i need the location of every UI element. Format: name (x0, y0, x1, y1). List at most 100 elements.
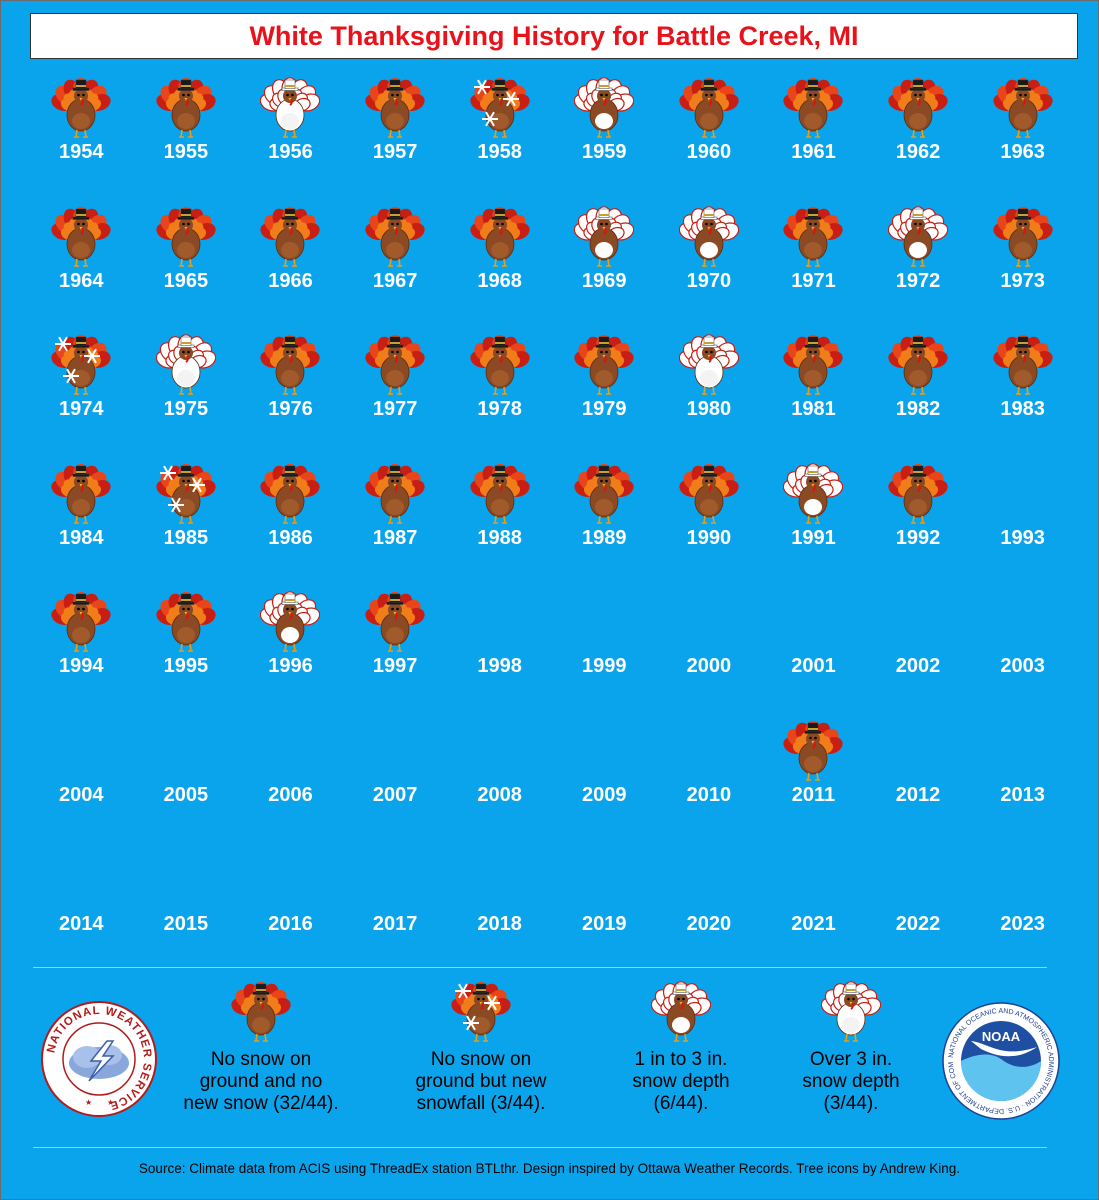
year-label: 2014 (59, 912, 104, 935)
turkey-icon (470, 461, 530, 527)
legend-text: 1 in to 3 in. snow depth (6/44). (632, 1049, 730, 1114)
year-label: 1975 (163, 398, 209, 421)
year-label: 2022 (895, 912, 941, 935)
year-label: 2008 (477, 783, 522, 806)
legend-text: Over 3 in. snow depth (3/44). (802, 1049, 900, 1114)
turkey-icon (365, 332, 425, 398)
year-cell: 1978 (447, 328, 552, 457)
year-cell: 1964 (29, 200, 134, 329)
turkey-icon (51, 461, 111, 527)
turkey-icon (260, 461, 321, 527)
year-cell: 2006 (238, 714, 343, 843)
page-title: White Thanksgiving History for Battle Cr… (30, 13, 1078, 59)
turkey-icon (51, 589, 111, 655)
turkey-icon (51, 204, 111, 270)
year-cell: 2008 (447, 714, 552, 843)
year-label: 1966 (268, 269, 313, 292)
year-grid: 1954 1955 1956 1957 1958 1959 1960 1961 1962 1963… (29, 71, 1075, 971)
turkey-icon (470, 332, 530, 398)
year-label: 1954 (59, 141, 104, 163)
year-label: 1996 (268, 655, 313, 678)
year-label: 1960 (686, 141, 732, 163)
year-label: 1974 (59, 398, 104, 421)
year-cell: 1979 (552, 328, 657, 457)
year-cell: 1980 (657, 328, 762, 457)
year-cell: 1966 (238, 200, 343, 329)
year-label: 2010 (686, 783, 732, 806)
year-label: 1980 (686, 398, 732, 421)
year-label: 2007 (372, 783, 418, 806)
year-cell: 1989 (552, 457, 657, 586)
year-label: 1955 (163, 141, 209, 163)
source-note: Source: Climate data from ACIS using Thr… (138, 1161, 961, 1176)
year-cell: 2004 (29, 714, 134, 843)
year-label: 1962 (895, 141, 941, 163)
turkey-icon (156, 204, 216, 270)
turkey-snowfall-icon (51, 332, 111, 398)
legend-text: No snow on ground but new snowfall (3/44… (415, 1049, 547, 1114)
turkey-light-snow-icon (783, 461, 844, 527)
turkey-snowfall-icon (470, 75, 530, 141)
turkey-icon (783, 75, 844, 141)
turkey-icon (365, 75, 425, 141)
turkey-icon (679, 75, 739, 141)
year-label: 2000 (686, 655, 732, 678)
year-label: 2016 (268, 912, 313, 935)
year-cell: 1967 (343, 200, 448, 329)
year-label: 2021 (791, 912, 836, 935)
turkey-icon (993, 75, 1053, 141)
turkey-light-snow-icon (574, 204, 635, 270)
year-label: 2012 (895, 783, 941, 806)
turkey-icon (888, 332, 948, 398)
turkey-icon (156, 75, 216, 141)
year-label: 1997 (372, 655, 418, 678)
year-cell: 2023 (970, 843, 1075, 972)
year-cell: 1983 (970, 328, 1075, 457)
turkey-icon (231, 979, 291, 1045)
turkey-icon (365, 461, 425, 527)
nws-logo-icon: NATIONAL WEATHER SERVICE ★ ★ (41, 1001, 157, 1117)
svg-text:★: ★ (107, 1098, 114, 1107)
year-cell: 1994 (29, 585, 134, 714)
year-label: 1967 (372, 269, 418, 292)
legend-item: No snow on ground and no new snow (32/44… (151, 979, 371, 1129)
year-label: 1956 (268, 141, 313, 163)
turkey-icon (365, 204, 425, 270)
year-cell: 1972 (866, 200, 971, 329)
year-cell: 2002 (866, 585, 971, 714)
year-cell: 1992 (866, 457, 971, 586)
year-label: 1988 (477, 526, 522, 549)
year-label: 1990 (686, 526, 732, 549)
year-label: 2004 (59, 783, 104, 806)
year-cell: 2012 (866, 714, 971, 843)
turkey-icon (260, 332, 321, 398)
svg-text:★: ★ (85, 1098, 92, 1107)
year-cell: 1997 (343, 585, 448, 714)
year-label: 1968 (477, 269, 522, 292)
year-label: 1983 (1000, 398, 1045, 421)
turkey-deep-snow-icon (155, 332, 217, 398)
turkey-icon (365, 589, 425, 655)
year-cell: 1987 (343, 457, 448, 586)
year-cell: 2007 (343, 714, 448, 843)
year-label: 2023 (1000, 912, 1045, 935)
turkey-snowfall-icon (156, 461, 216, 527)
year-label: 2017 (372, 912, 418, 935)
turkey-deep-snow-icon (678, 332, 740, 398)
year-cell: 1962 (866, 71, 971, 200)
year-cell: 1955 (134, 71, 239, 200)
year-label: 2013 (1000, 783, 1045, 806)
legend-item: 1 in to 3 in. snow depth (6/44). (591, 979, 771, 1129)
year-label: 2011 (791, 783, 836, 806)
year-cell: 1961 (761, 71, 866, 200)
year-label: 1965 (163, 269, 209, 292)
year-cell: 1973 (970, 200, 1075, 329)
year-cell: 1986 (238, 457, 343, 586)
year-cell: 2013 (970, 714, 1075, 843)
divider-top (33, 967, 1047, 968)
year-label: 1971 (791, 269, 836, 292)
year-cell: 1990 (657, 457, 762, 586)
legend-text: No snow on ground and no new snow (32/44… (183, 1049, 339, 1114)
year-cell: 2022 (866, 843, 971, 972)
